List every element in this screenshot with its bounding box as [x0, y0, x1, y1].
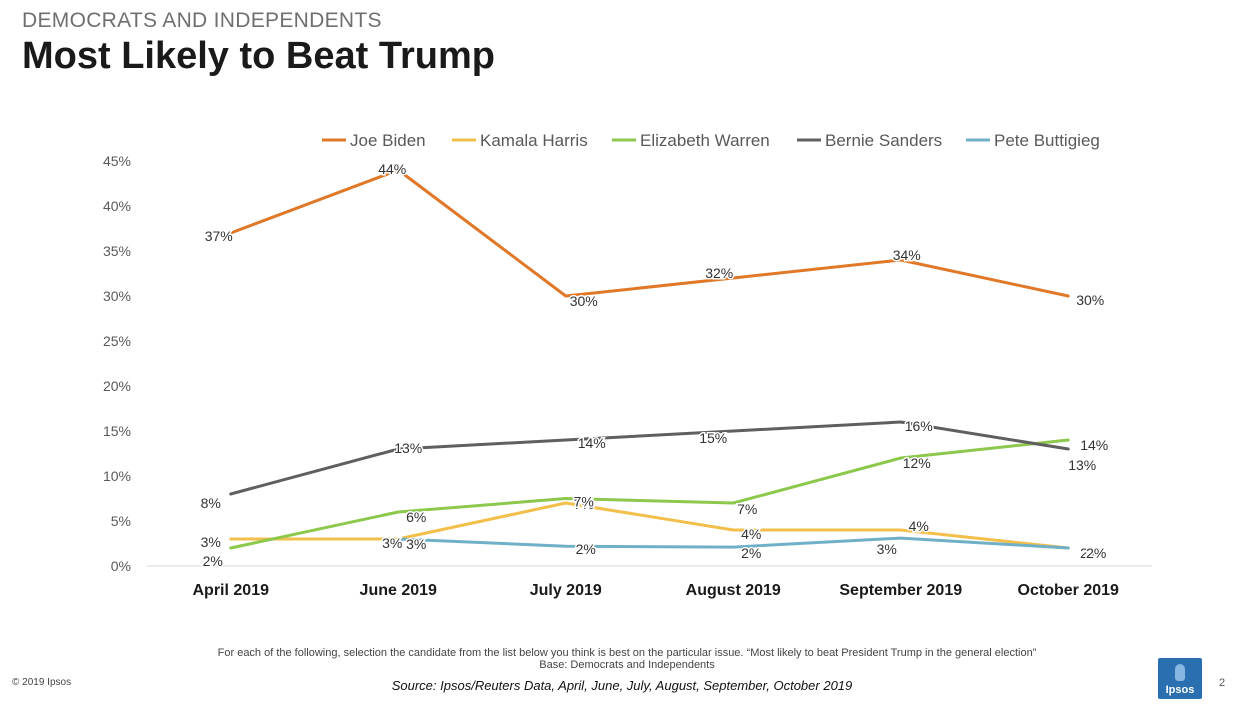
data-label: 4% [909, 518, 929, 534]
series-line [229, 168, 1070, 298]
series-line [229, 501, 1070, 550]
data-label: 2% [741, 545, 761, 561]
y-tick-label: 35% [103, 243, 131, 259]
data-label: 3% [877, 541, 897, 557]
y-tick-label: 45% [103, 153, 131, 169]
data-label: 16% [905, 418, 933, 434]
y-tick-label: 20% [103, 378, 131, 394]
series-line [396, 536, 1070, 550]
base-footnote: Base: Democrats and Independents [539, 659, 715, 671]
copyright: © 2019 Ipsos [12, 677, 72, 688]
data-label: 7% [574, 494, 594, 510]
legend-label: Elizabeth Warren [640, 131, 770, 150]
slide-title: Most Likely to Beat Trump [22, 35, 495, 77]
source-note: Source: Ipsos/Reuters Data, April, June,… [391, 678, 853, 693]
data-label: 3% [382, 535, 402, 551]
data-label: 37% [205, 228, 233, 244]
data-label: 7% [737, 501, 757, 517]
data-label: 14% [1080, 437, 1108, 453]
data-label: 12% [903, 455, 931, 471]
page-number: 2 [1219, 677, 1226, 689]
data-label: 30% [1076, 292, 1104, 308]
x-tick-label: August 2019 [686, 582, 781, 599]
x-tick-label: July 2019 [530, 582, 602, 599]
y-tick-label: 10% [103, 468, 131, 484]
x-tick-label: October 2019 [1018, 582, 1119, 599]
data-label: 13% [394, 440, 422, 456]
y-tick-label: 25% [103, 333, 131, 349]
y-tick-label: 40% [103, 198, 131, 214]
data-label: 14% [578, 435, 606, 451]
data-label: 2% [203, 553, 223, 569]
data-label: 13% [1068, 457, 1096, 473]
data-label: 32% [705, 265, 733, 281]
ipsos-logo: Ipsos [1158, 658, 1202, 699]
data-label: 2% [1080, 545, 1100, 561]
data-label: 2% [1086, 545, 1106, 561]
y-tick-label: 0% [111, 558, 131, 574]
legend-label: Pete Buttigieg [994, 131, 1100, 150]
data-label: 30% [570, 293, 598, 309]
logo-mark-icon [1175, 664, 1185, 681]
legend-label: Kamala Harris [480, 131, 588, 150]
x-tick-label: April 2019 [193, 582, 270, 599]
series-line [229, 420, 1070, 496]
y-tick-label: 30% [103, 288, 131, 304]
y-tick-label: 5% [111, 513, 131, 529]
data-label: 44% [378, 161, 406, 177]
data-label: 3% [201, 534, 221, 550]
data-label: 6% [406, 509, 426, 525]
logo-wordmark: Ipsos [1165, 684, 1195, 696]
data-label: 3% [406, 536, 426, 552]
data-label: 34% [893, 247, 921, 263]
data-label: 8% [201, 495, 221, 511]
question-footnote: For each of the following, selection the… [217, 647, 1037, 659]
slide-kicker: DEMOCRATS AND INDEPENDENTS [22, 9, 382, 32]
y-tick-label: 15% [103, 423, 131, 439]
data-label: 4% [741, 526, 761, 542]
x-tick-label: June 2019 [360, 582, 437, 599]
data-label: 2% [576, 541, 596, 557]
data-label: 15% [699, 430, 727, 446]
data-label: 7% [574, 496, 594, 512]
x-tick-label: September 2019 [839, 582, 962, 599]
series-line [229, 438, 1070, 550]
legend-label: Joe Biden [350, 131, 426, 150]
legend-label: Bernie Sanders [825, 131, 942, 150]
line-chart: 0% 5% 10% 15% 20% 25% 30% 35% 40% 45% April 2019 Ju… [103, 131, 1152, 599]
